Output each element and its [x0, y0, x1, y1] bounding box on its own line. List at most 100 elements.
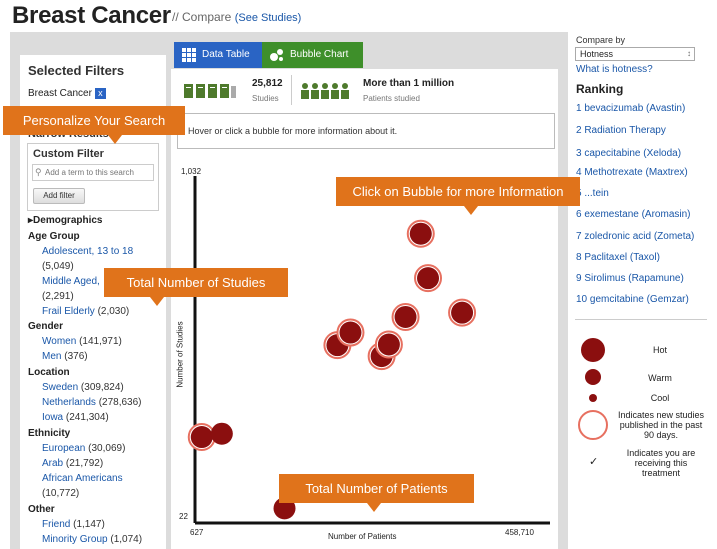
bubble-dot — [377, 333, 400, 356]
bubble-1[interactable] — [210, 422, 233, 445]
legend-hot-dot — [581, 338, 605, 362]
bubble-dot — [339, 321, 362, 344]
filter-item[interactable]: Adolescent, 13 to 18 — [42, 246, 134, 257]
ranking-item[interactable]: 5 ...tein — [576, 188, 609, 199]
bubble-4[interactable] — [336, 318, 365, 347]
filter-item[interactable]: Friend (1,147) — [42, 519, 105, 530]
callout-total-patients-tail — [367, 503, 381, 512]
what-is-hotness-link[interactable]: What is hotness? — [576, 64, 653, 75]
ranking-item[interactable]: 10 gemcitabine (Gemzar) — [576, 294, 689, 305]
bubble-group — [187, 219, 477, 520]
filter-item-count: (2,291) — [42, 291, 74, 302]
filter-item-count: (10,772) — [42, 488, 80, 499]
select-arrows-icon: ↕ — [687, 49, 691, 58]
studies-icon — [184, 84, 236, 98]
custom-filter-input[interactable] — [32, 164, 154, 181]
y-tick-max: 1,032 — [181, 167, 202, 176]
x-tick-min: 627 — [190, 528, 204, 537]
compare-by-value: Hotness — [580, 49, 614, 59]
bubble-dot — [417, 267, 440, 290]
ranking-item[interactable]: 6 exemestane (Aromasin) — [576, 209, 691, 220]
demographics-label: Demographics — [33, 215, 103, 226]
callout-click-bubble-tail — [464, 206, 478, 215]
legend-cool-dot — [589, 394, 597, 402]
filter-item[interactable]: Middle Aged, — [42, 276, 100, 287]
custom-filter-box: Custom Filter ⚲ Add filter — [27, 143, 159, 211]
active-filter-label: Breast Cancer — [28, 88, 92, 100]
compare-by-label: Compare by — [576, 35, 626, 45]
bubbles-icon — [270, 49, 283, 61]
custom-filter-label: Custom Filter — [33, 148, 104, 160]
legend-warm-label: Warm — [648, 373, 672, 383]
legend-cool-label: Cool — [650, 393, 670, 403]
filter-item[interactable]: Minority Group (1,074) — [42, 534, 143, 545]
studies-label: Studies — [252, 94, 279, 103]
checkmark-icon: ✓ — [589, 456, 599, 468]
search-icon: ⚲ — [35, 167, 42, 177]
bubble-6[interactable] — [374, 330, 403, 359]
bubble-0[interactable] — [187, 423, 216, 452]
patients-icon — [301, 83, 349, 99]
studies-count: 25,812 — [252, 78, 283, 89]
ranking-item[interactable]: 7 zoledronic acid (Zometa) — [576, 231, 695, 242]
bubble-dot — [409, 222, 432, 245]
ranking-item[interactable]: 8 Paclitaxel (Taxol) — [576, 252, 660, 263]
group-title-ethnicity: Ethnicity — [28, 428, 71, 439]
legend-warm-dot — [585, 369, 601, 385]
filter-item[interactable]: Women (141,971) — [42, 336, 122, 347]
bubble-7[interactable] — [391, 302, 420, 331]
callout-personalize-tail — [108, 135, 122, 144]
ranking-item[interactable]: 9 Sirolimus (Rapamune) — [576, 273, 684, 284]
filter-item[interactable]: European (30,069) — [42, 443, 126, 454]
filter-item[interactable]: Arab (21,792) — [42, 458, 104, 469]
bubble-dot — [451, 301, 474, 324]
chart-panel — [171, 69, 558, 549]
filter-item[interactable]: African Americans — [42, 473, 123, 484]
page-subtitle: // Compare (See Studies) — [172, 10, 301, 24]
bubble-8[interactable] — [406, 219, 435, 248]
x-axis-label: Number of Patients — [328, 532, 397, 541]
caret-right-icon: ▸ — [28, 215, 34, 226]
callout-personalize: Personalize Your Search — [3, 106, 185, 135]
see-studies-link[interactable]: (See Studies) — [234, 12, 302, 24]
filter-item-count: (5,049) — [42, 261, 74, 272]
ranking-item[interactable]: 1 bevacizumab (Avastin) — [576, 103, 686, 114]
bubble-dot — [210, 422, 233, 445]
active-filter-tag: Breast Cancer x — [28, 88, 106, 99]
filter-item[interactable]: Frail Elderly (2,030) — [42, 306, 130, 317]
ranking-item[interactable]: 3 capecitabine (Xeloda) — [576, 148, 682, 159]
page-title: Breast Cancer — [12, 2, 171, 29]
compare-by-select[interactable]: Hotness ↕ — [575, 47, 695, 61]
bubble-10[interactable] — [448, 298, 477, 327]
group-title-other: Other — [28, 504, 55, 515]
ranking-item[interactable]: 2 Radiation Therapy — [576, 125, 666, 136]
tab-bubble-chart[interactable]: Bubble Chart — [262, 42, 363, 68]
filter-item[interactable]: Men (376) — [42, 351, 88, 362]
x-tick-max: 458,710 — [505, 528, 534, 537]
ranking-item[interactable]: 4 Methotrexate (Maxtrex) — [576, 167, 688, 178]
filter-item[interactable]: Netherlands (278,636) — [42, 397, 142, 408]
ranking-title: Ranking — [576, 82, 624, 96]
group-title-gender: Gender — [28, 321, 64, 332]
tab-bubble-chart-label: Bubble Chart — [290, 49, 349, 60]
callout-total-patients: Total Number of Patients — [279, 474, 474, 503]
bubble-dot — [394, 305, 417, 328]
legend-new-label: Indicates new studies published in the p… — [617, 410, 705, 440]
legend-divider — [575, 319, 707, 320]
tab-data-table-label: Data Table — [202, 49, 250, 60]
filter-item[interactable]: Iowa (241,304) — [42, 412, 109, 423]
demographics-toggle[interactable]: ▸Demographics — [28, 215, 103, 226]
group-title-age: Age Group — [28, 231, 80, 242]
y-tick-min: 22 — [179, 512, 188, 521]
subtitle-compare: // Compare — [172, 10, 232, 24]
filter-item[interactable]: Sweden (309,824) — [42, 382, 124, 393]
add-filter-button[interactable]: Add filter — [33, 188, 85, 204]
y-axis-label: Number of Studies — [175, 321, 185, 388]
tab-data-table[interactable]: Data Table — [174, 42, 262, 68]
selected-filters-title: Selected Filters — [28, 63, 125, 78]
remove-filter-icon[interactable]: x — [94, 88, 106, 99]
patients-count: More than 1 million — [363, 78, 455, 89]
bubble-9[interactable] — [414, 264, 443, 293]
